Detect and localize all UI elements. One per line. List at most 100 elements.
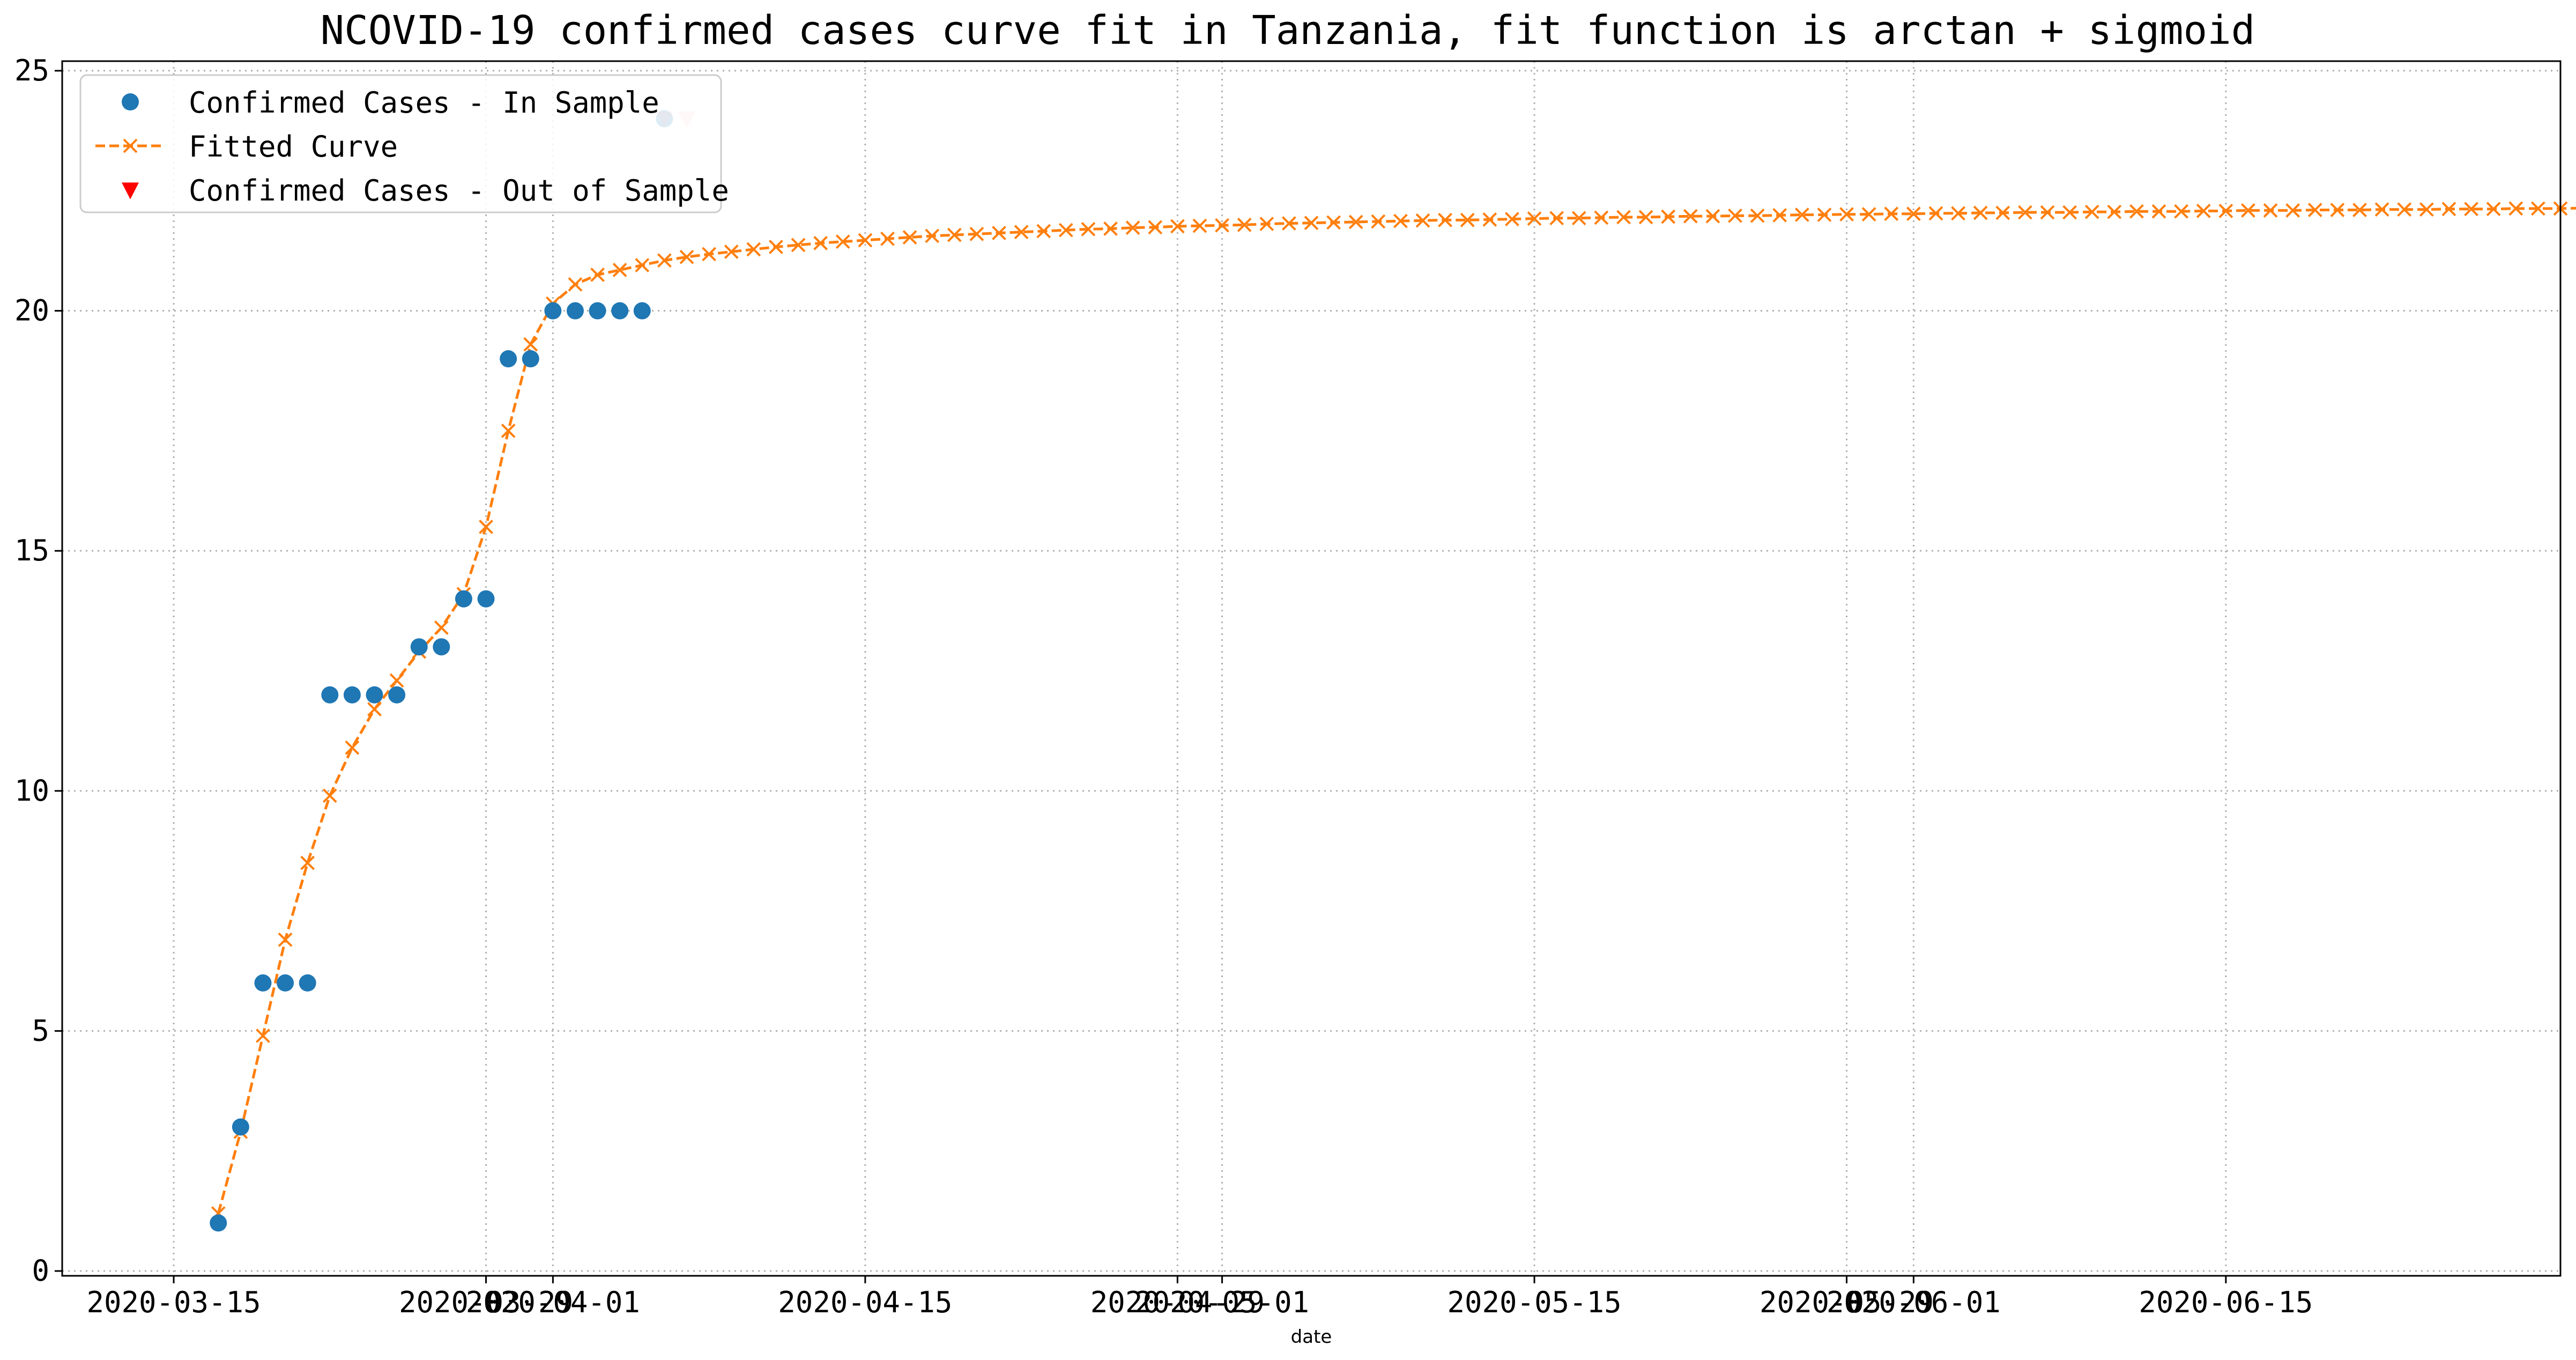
fitted-curve-marker xyxy=(1326,215,1341,230)
fitted-curve-marker xyxy=(679,249,694,264)
fitted-curve-marker xyxy=(2397,202,2412,217)
data-point-in-sample xyxy=(410,638,428,656)
fitted-curve-marker xyxy=(635,258,650,272)
fitted-curve-marker xyxy=(835,234,850,249)
fitted-curve-marker xyxy=(2352,203,2367,217)
x-tick-label: 2020-04-29 xyxy=(1090,1285,1265,1319)
fitted-curve-marker xyxy=(791,238,806,253)
fitted-curve-marker xyxy=(2330,203,2345,217)
fitted-curve-marker xyxy=(590,267,605,282)
fitted-curve-marker xyxy=(657,253,672,268)
fitted-curve-marker xyxy=(2285,203,2300,218)
legend-triangle-marker xyxy=(122,182,139,199)
data-point-in-sample xyxy=(433,638,450,656)
data-point-in-sample xyxy=(343,686,361,704)
data-point-in-sample xyxy=(299,974,316,992)
fitted-curve-marker xyxy=(702,247,717,262)
data-point-in-sample xyxy=(254,974,272,992)
fitted-curve-marker xyxy=(1415,213,1430,228)
data-point-in-sample xyxy=(544,302,562,320)
series-1 xyxy=(211,201,2576,1221)
legend-x-marker xyxy=(123,138,138,153)
x-tick-label: 2020-05-15 xyxy=(1447,1285,1622,1319)
fitted-curve-marker xyxy=(1794,208,1809,222)
fitted-curve-marker xyxy=(1616,210,1631,225)
fitted-curve-marker xyxy=(1148,220,1163,235)
fitted-curve-marker xyxy=(902,230,917,245)
data-point-in-sample xyxy=(388,686,406,704)
y-tick-label: 5 xyxy=(32,1014,49,1047)
data-point-in-sample xyxy=(277,974,294,992)
fitted-curve-marker xyxy=(434,620,449,635)
fitted-curve-marker xyxy=(1215,218,1229,233)
fitted-curve-marker xyxy=(278,932,293,947)
fitted-curve-marker xyxy=(2374,202,2389,217)
fitted-curve-marker xyxy=(2174,204,2189,219)
fitted-curve-marker xyxy=(925,228,940,243)
fitted-curve-marker xyxy=(1058,223,1073,238)
fitted-curve-marker xyxy=(612,263,627,277)
fitted-curve-marker xyxy=(256,1028,270,1043)
fitted-curve-marker xyxy=(2486,202,2501,217)
x-tick-label: 2020-05-29 xyxy=(1760,1285,1934,1319)
fitted-curve-marker xyxy=(2151,204,2166,219)
fitted-curve-marker xyxy=(969,226,984,241)
fitted-curve-marker xyxy=(1728,208,1742,223)
x-tick-label: 2020-05-01 xyxy=(1135,1285,1309,1319)
fitted-curve-marker xyxy=(1438,212,1453,227)
data-point-in-sample xyxy=(210,1214,227,1232)
fitted-curve-marker xyxy=(1192,218,1207,233)
fitted-curve-marker xyxy=(1817,208,1832,222)
data-point-in-sample xyxy=(589,302,606,320)
series-0 xyxy=(210,110,673,1232)
fitted-curve-marker xyxy=(2040,205,2055,220)
legend-box xyxy=(79,74,722,213)
fitted-curve-marker xyxy=(1125,220,1140,235)
fitted-curve-marker xyxy=(813,235,828,250)
fitted-curve-marker xyxy=(1014,225,1029,240)
x-tick-label: 2020-03-15 xyxy=(86,1285,261,1319)
fitted-curve-marker xyxy=(746,242,761,257)
x-tick-label: 2020-06-15 xyxy=(2139,1285,2313,1319)
data-point-in-sample xyxy=(611,302,629,320)
fitted-curve-marker xyxy=(1460,212,1475,227)
fitted-curve-marker xyxy=(389,673,404,688)
x-tick-label: 2020-04-01 xyxy=(466,1285,640,1319)
fitted-curve-marker xyxy=(1683,209,1698,224)
fitted-curve-marker xyxy=(1661,209,1676,224)
fitted-curve-marker xyxy=(1906,206,1921,221)
y-tick-label: 25 xyxy=(14,54,49,87)
fitted-curve-marker xyxy=(858,233,873,248)
fitted-curve-marker xyxy=(880,231,895,246)
data-point-in-sample xyxy=(522,350,539,368)
fitted-curve-marker xyxy=(2441,202,2456,217)
y-tick-label: 10 xyxy=(14,774,49,808)
fitted-curve-marker xyxy=(2241,203,2255,218)
legend-entry: Confirmed Cases - In Sample xyxy=(122,86,659,120)
legend-label: Confirmed Cases - Out of Sample xyxy=(189,174,729,208)
y-tick-label: 0 xyxy=(32,1254,49,1288)
fitted-curve-marker xyxy=(2307,203,2322,217)
y-tick-label: 15 xyxy=(14,534,49,567)
fitted-curve-marker xyxy=(2263,203,2278,218)
fitted-curve-marker xyxy=(1951,206,1966,221)
fitted-curve-marker xyxy=(1884,206,1899,221)
fitted-curve-marker xyxy=(322,788,337,803)
series-layer xyxy=(210,110,2576,1232)
fitted-curve-marker xyxy=(1304,216,1319,231)
fitted-curve-marker xyxy=(501,423,516,438)
x-tick-label: 2020-06-01 xyxy=(1827,1285,2001,1319)
fitted-curve-marker xyxy=(523,337,538,352)
fitted-curve-marker xyxy=(1705,209,1720,224)
legend-entry: Fitted Curve xyxy=(95,130,398,164)
legend-entry: Confirmed Cases - Out of Sample xyxy=(122,174,729,208)
fitted-curve-marker xyxy=(367,702,382,717)
fitted-curve-marker xyxy=(2084,204,2099,219)
fitted-curve-marker xyxy=(2129,204,2144,219)
fitted-curve-marker xyxy=(1549,211,1564,226)
fitted-curve-marker xyxy=(1281,216,1296,231)
fitted-curve-marker xyxy=(1259,217,1274,231)
fitted-curve-marker xyxy=(769,240,783,254)
